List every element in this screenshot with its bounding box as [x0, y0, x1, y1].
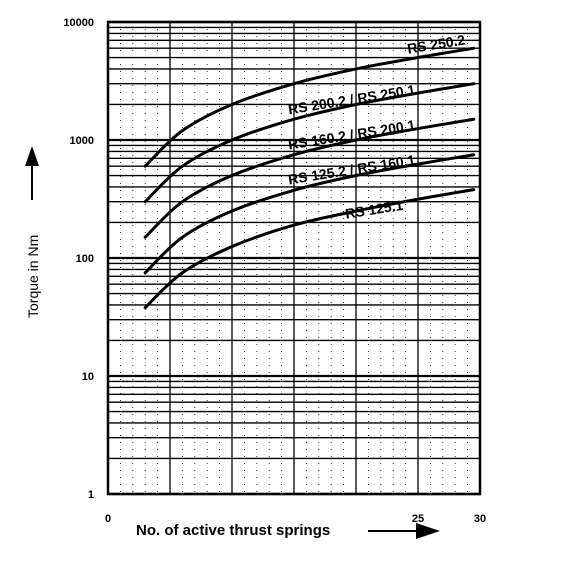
y-tick-label: 1000 — [70, 135, 94, 147]
y-axis-arrow — [25, 146, 39, 200]
series-lines — [143, 46, 476, 310]
series-line-1 — [143, 46, 476, 168]
series-label-3: RS 160.2 / RS 200.1 — [287, 117, 417, 153]
x-tick-label: 25 — [412, 513, 424, 525]
series-line-5 — [143, 188, 476, 310]
y-tick-label: 10000 — [63, 17, 94, 29]
x-tick-label: 0 — [105, 513, 111, 525]
series-label-4: RS 125.2 / RS 160.1 — [287, 151, 417, 187]
y-tick-label: 100 — [76, 253, 94, 265]
x-axis-title: No. of active thrust springs — [136, 522, 330, 539]
series-label-1: RS 250.2 — [406, 32, 466, 57]
tick-labels: 1 10 100 1000 10000 0 25 30 — [63, 17, 486, 525]
plot-frame — [106, 20, 482, 496]
series-line-3 — [143, 117, 476, 239]
series-line-4 — [143, 153, 476, 275]
series-labels: RS 250.2 RS 200.2 / RS 250.1RS 160.2 / RS… — [287, 32, 466, 222]
series-label-5: RS 125.1 — [344, 197, 404, 222]
series-label-2: RS 200.2 / RS 250.1 — [287, 81, 417, 117]
series-line-2 — [143, 82, 476, 204]
y-tick-label: 10 — [82, 371, 94, 383]
x-axis-arrow — [368, 523, 440, 539]
grid — [108, 20, 480, 496]
y-tick-label: 1 — [88, 489, 94, 501]
y-axis-title: Torque in Nm — [25, 235, 41, 318]
x-tick-label: 30 — [474, 513, 486, 525]
